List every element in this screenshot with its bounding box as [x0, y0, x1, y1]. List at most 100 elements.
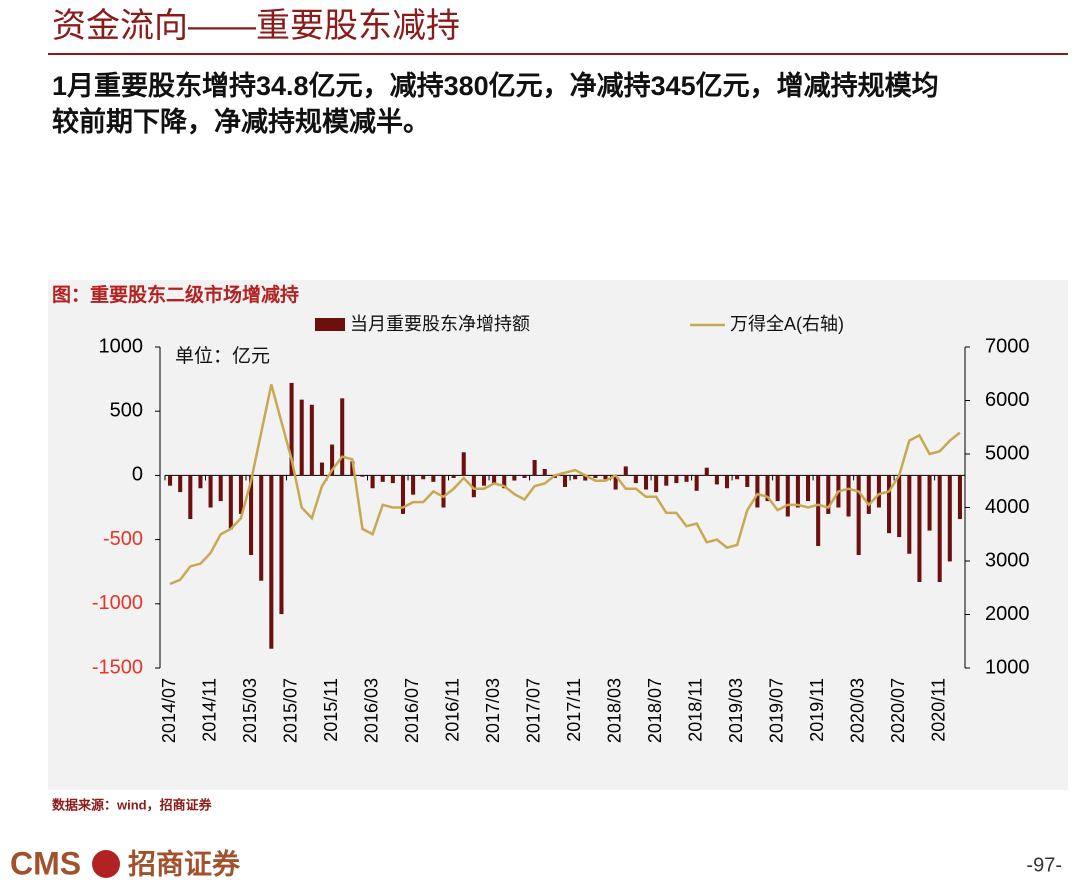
x-tick-label: 2015/07 [280, 678, 300, 743]
x-tick-label: 2015/11 [321, 678, 341, 742]
bar [532, 459, 537, 476]
y2-tick-label: 6000 [985, 389, 1030, 411]
y2-tick-label: 7000 [985, 335, 1030, 357]
x-tick-label: 2014/07 [159, 678, 179, 743]
bar [643, 475, 649, 490]
legend-label: 万得全A(右轴) [730, 314, 844, 334]
bar [593, 475, 598, 478]
y-tick-label: 0 [132, 464, 143, 486]
bar [168, 475, 173, 486]
bar [269, 475, 274, 649]
bar [765, 475, 770, 502]
bar [633, 475, 638, 484]
x-tick-label: 2018/07 [645, 678, 665, 743]
bar [360, 475, 365, 477]
x-tick-label: 2015/03 [240, 678, 260, 743]
x-tick-label: 2020/03 [847, 678, 867, 743]
bar [208, 475, 213, 508]
bar [694, 475, 699, 491]
bar [714, 475, 719, 485]
bar [674, 475, 679, 484]
page-number: -97- [1026, 854, 1062, 876]
bar [380, 475, 385, 482]
bar [866, 475, 871, 514]
bar [390, 475, 395, 484]
bar [370, 475, 375, 489]
y-tick-label: 1000 [99, 335, 144, 357]
bar [178, 475, 183, 493]
bar [684, 475, 689, 482]
logo-cn: 招商证券 [128, 848, 241, 879]
y2-tick-label: 2000 [985, 603, 1030, 625]
x-tick-label: 2019/07 [766, 678, 786, 743]
bar [876, 475, 881, 508]
body-line: 较前期下降，净减持规模减半。 [52, 106, 430, 137]
bar [218, 475, 223, 502]
line [169, 384, 961, 586]
bar [502, 475, 507, 489]
bar [188, 475, 193, 520]
bar [917, 475, 922, 582]
bar [775, 475, 780, 502]
x-tick-label: 2020/11 [928, 678, 948, 742]
bar [735, 475, 740, 480]
bar [795, 475, 800, 508]
bar [228, 475, 233, 530]
body-line: 1月重要股东增持34.8亿元，减持380亿元，净减持345亿元，增减持规模均 [52, 70, 939, 101]
bar [309, 404, 314, 476]
y-tick-label: -1500 [92, 656, 143, 678]
y2-tick-label: 3000 [985, 549, 1030, 571]
bar [441, 475, 446, 508]
x-tick-label: 2016/07 [402, 678, 422, 743]
x-tick-label: 2014/11 [199, 678, 219, 742]
x-tick-label: 2016/11 [442, 678, 462, 742]
bar [238, 475, 243, 514]
bar [755, 475, 760, 508]
bar [542, 468, 547, 476]
bar [289, 382, 294, 476]
bar [947, 475, 952, 562]
bar [340, 398, 345, 476]
annotation: 单位：亿元 [175, 345, 270, 367]
x-tick-label: 2017/07 [523, 678, 543, 743]
slide-title: 资金流向——重要股东减持 [52, 7, 460, 45]
bar [816, 475, 821, 547]
bar [583, 475, 588, 481]
bar [279, 475, 284, 615]
bar [937, 475, 942, 582]
bar [806, 475, 811, 502]
x-tick-label: 2018/03 [604, 678, 624, 743]
bar [431, 475, 436, 482]
bar [826, 475, 831, 514]
bar [411, 475, 416, 495]
y-tick-label: -500 [103, 528, 143, 550]
bar [704, 467, 709, 476]
bar [573, 475, 578, 480]
bar [492, 475, 497, 484]
bar [623, 466, 628, 476]
bar [249, 475, 254, 556]
x-tick-label: 2019/11 [807, 678, 827, 742]
bar [654, 475, 659, 493]
bar [299, 399, 304, 476]
y2-tick-label: 1000 [985, 656, 1030, 678]
bar [421, 475, 426, 480]
y-tick-label: -1000 [92, 592, 143, 614]
bar [562, 475, 568, 487]
bar [725, 475, 730, 489]
bar [471, 475, 476, 498]
legend-swatch [315, 318, 345, 331]
bar [846, 475, 851, 517]
bar [745, 475, 750, 487]
source: 数据来源：wind，招商证券 [52, 797, 213, 812]
bar [451, 475, 456, 478]
legend-label: 当月重要股东净增持额 [350, 314, 530, 334]
bar [259, 475, 264, 581]
bar [461, 452, 466, 476]
chart-title: 图：重要股东二级市场增减持 [52, 283, 299, 306]
y2-tick-label: 5000 [985, 442, 1030, 464]
bar [897, 475, 902, 538]
x-tick-label: 2020/07 [888, 678, 908, 743]
x-tick-label: 2016/03 [361, 678, 381, 743]
